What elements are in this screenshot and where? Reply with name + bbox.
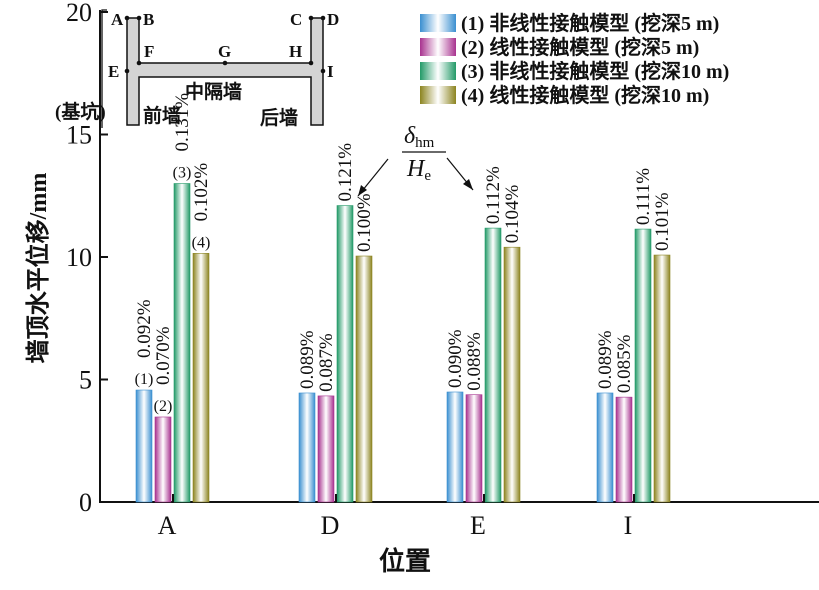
y-tick-label: 15 xyxy=(66,121,92,150)
bar-A-series-3 xyxy=(173,183,191,503)
bar-data-label: 0.087% xyxy=(316,333,337,392)
front-wall-label: 前墙 xyxy=(143,104,181,127)
y-tick-label: 10 xyxy=(66,243,92,272)
point-e: E xyxy=(108,62,119,81)
bar-A-series-1 xyxy=(135,389,153,503)
bar-A-series-4 xyxy=(192,253,210,503)
svg-text:δhm: δhm xyxy=(404,123,435,151)
bar-data-label: 0.092% xyxy=(134,299,155,358)
bar-D-series-3 xyxy=(336,205,354,503)
back-wall-label: 后墙 xyxy=(260,106,298,129)
legend-swatch xyxy=(420,86,456,104)
legend-swatch xyxy=(420,62,456,80)
point-i: I xyxy=(327,62,334,81)
arrow-left-head xyxy=(358,185,367,196)
bar-D-series-2 xyxy=(317,395,335,503)
bar-A-series-2 xyxy=(154,416,172,503)
legend-swatch xyxy=(420,38,456,56)
point-f: F xyxy=(144,42,154,61)
point-c: C xyxy=(290,10,302,29)
point-h: H xyxy=(289,42,302,61)
bar-data-label: 0.102% xyxy=(191,163,212,222)
y-axis-label: 墙顶水平位移/mm xyxy=(24,173,52,364)
y-tick-label: 0 xyxy=(79,488,92,517)
svg-text:He: He xyxy=(406,156,431,184)
bar-data-label: 0.090% xyxy=(445,329,466,388)
x-tick-label: E xyxy=(470,511,486,540)
point-g: G xyxy=(218,42,231,61)
bar-E-series-3 xyxy=(484,227,502,503)
bar-I-series-1 xyxy=(596,392,614,503)
bar-I-series-2 xyxy=(615,396,633,503)
pit-label: (基坑) xyxy=(55,100,106,123)
annotation-denominator-sub: e xyxy=(424,168,431,184)
bar-D-series-1 xyxy=(298,392,316,503)
legend-label: (1) 非线性接触模型 (挖深5 m) xyxy=(461,11,719,35)
bar-data-label: 0.088% xyxy=(464,332,485,391)
bar-E-series-2 xyxy=(465,394,483,503)
bar-data-label: 0.104% xyxy=(502,184,523,243)
y-tick-label: 5 xyxy=(79,366,92,395)
bar-data-label: 0.121% xyxy=(335,143,356,202)
bar-data-label: 0.112% xyxy=(483,166,504,224)
annotation-numerator: δ xyxy=(404,123,416,149)
point-a: A xyxy=(111,10,124,29)
x-tick-label: I xyxy=(624,511,633,540)
pit-bracket xyxy=(101,9,107,128)
series-tag: (1) xyxy=(135,371,154,388)
annotation-numerator-sub: hm xyxy=(415,135,435,151)
inset-diagram: A B C D E F G H I 中隔墙 前墙 后墙 (基坑) xyxy=(55,9,339,129)
bar-data-label: 0.089% xyxy=(297,330,318,389)
bar-data-label: 0.111% xyxy=(633,168,654,225)
bar-I-series-3 xyxy=(634,228,652,503)
x-tick-label: A xyxy=(158,511,177,540)
x-tick-label: D xyxy=(321,511,340,540)
bar-data-label: 0.089% xyxy=(595,330,616,389)
y-tick-label: 20 xyxy=(66,0,92,27)
bar-data-label: 0.085% xyxy=(614,334,635,393)
bar-D-series-4 xyxy=(355,255,373,503)
bar-data-label: 0.131% xyxy=(172,93,193,152)
middle-wall-label: 中隔墙 xyxy=(185,80,242,103)
arrow-right-head xyxy=(463,179,473,190)
legend: (1) 非线性接触模型 (挖深5 m)(2) 线性接触模型 (挖深5 m)(3)… xyxy=(420,11,729,107)
bar-data-label: 0.100% xyxy=(354,193,375,252)
legend-label: (4) 线性接触模型 (挖深10 m) xyxy=(461,83,709,107)
legend-label: (3) 非线性接触模型 (挖深10 m) xyxy=(461,59,729,83)
legend-swatch xyxy=(420,14,456,32)
ratio-annotation: δhm He xyxy=(357,123,474,197)
x-axis-label: 位置 xyxy=(379,546,431,576)
series-tag: (3) xyxy=(173,165,192,182)
annotation-denominator: H xyxy=(406,156,426,182)
point-b: B xyxy=(143,10,154,29)
bar-I-series-4 xyxy=(653,254,671,503)
series-tag: (2) xyxy=(154,398,173,415)
bar-E-series-1 xyxy=(446,391,464,503)
bar-data-label: 0.101% xyxy=(652,192,673,251)
point-d: D xyxy=(327,10,339,29)
legend-label: (2) 线性接触模型 (挖深5 m) xyxy=(461,35,699,59)
bar-data-label: 0.070% xyxy=(153,326,174,385)
series-tag: (4) xyxy=(192,234,211,251)
bar-E-series-4 xyxy=(503,246,521,503)
